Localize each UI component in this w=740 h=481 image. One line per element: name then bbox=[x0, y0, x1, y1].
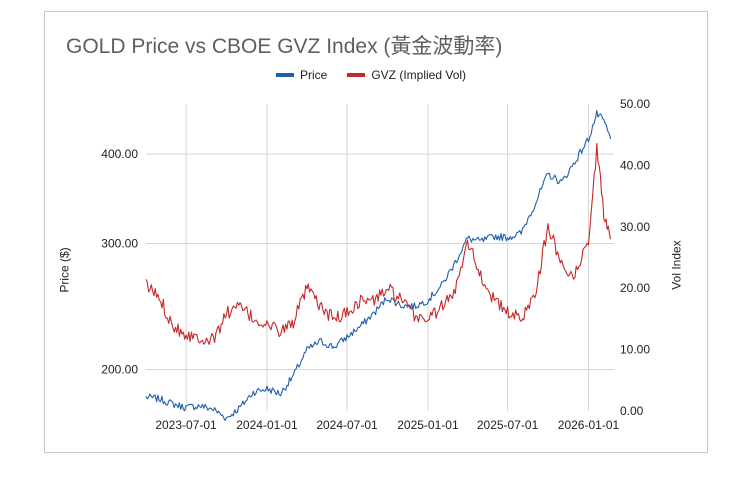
legend-item-price[interactable]: Price bbox=[276, 68, 327, 82]
x-tick-label: 2024-07-01 bbox=[316, 418, 378, 432]
y-left-tick-label: 200.00 bbox=[101, 363, 138, 377]
legend-label-price: Price bbox=[300, 68, 328, 82]
y-right-tick-label: 50.00 bbox=[620, 97, 650, 111]
y-left-tick-label: 400.00 bbox=[101, 147, 138, 161]
series-line-gvz bbox=[145, 143, 612, 345]
legend-swatch-price bbox=[276, 73, 294, 77]
tick-labels: 2023-07-01 2024-01-01 2024-07-01 2025-01-01… bbox=[101, 97, 650, 432]
chart-frame bbox=[44, 11, 708, 453]
x-tick-label: 2023-07-01 bbox=[155, 418, 217, 432]
y-left-tick-label: 300.00 bbox=[101, 237, 138, 251]
grid-lines bbox=[146, 104, 614, 411]
legend-label-gvz: GVZ (Implied Vol) bbox=[371, 68, 467, 82]
x-tick-label: 2026-01-01 bbox=[558, 418, 620, 432]
y-right-tick-label: 20.00 bbox=[620, 281, 650, 295]
legend-item-gvz[interactable]: GVZ (Implied Vol) bbox=[347, 68, 466, 82]
legend: Price GVZ (Implied Vol) bbox=[276, 68, 486, 82]
x-tick-label: 2025-01-01 bbox=[397, 418, 459, 432]
y-right-tick-label: 10.00 bbox=[620, 343, 650, 357]
y-right-tick-label: 40.00 bbox=[620, 158, 650, 172]
chart-title: GOLD Price vs CBOE GVZ Index (黃金波動率) bbox=[66, 35, 503, 58]
y-right-tick-label: 0.00 bbox=[620, 404, 644, 418]
x-tick-label: 2025-07-01 bbox=[477, 418, 539, 432]
y-right-tick-label: 30.00 bbox=[620, 220, 650, 234]
legend-swatch-gvz bbox=[347, 73, 366, 77]
x-tick-label: 2024-01-01 bbox=[236, 418, 298, 432]
series-line-price bbox=[145, 109, 612, 421]
series-lines bbox=[145, 109, 612, 421]
